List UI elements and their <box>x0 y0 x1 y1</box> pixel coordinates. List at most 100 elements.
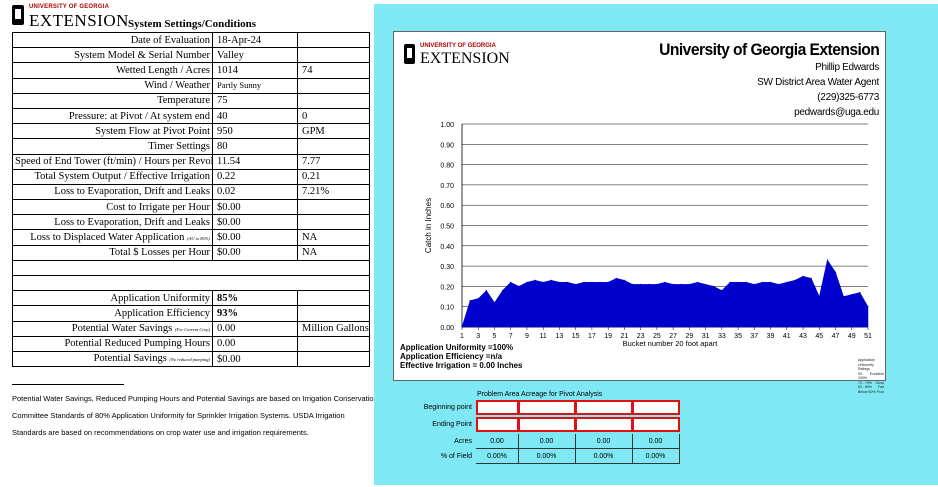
beginning-point-input[interactable] <box>575 400 633 415</box>
x-tick-label: 35 <box>734 333 742 340</box>
setting-value[interactable]: 0.02 <box>212 183 298 201</box>
setting-label-text: Total $ Losses per Hour <box>109 247 210 259</box>
settings-row: Potential Reduced Pumping Hours 0.00 <box>12 335 370 352</box>
setting-value-secondary[interactable] <box>297 77 370 94</box>
settings-row: Potential Water Savings (For Current Cro… <box>12 320 370 337</box>
beginning-point-input[interactable] <box>476 400 519 415</box>
setting-value-secondary[interactable] <box>297 31 370 49</box>
data-point <box>761 281 763 283</box>
legend-rating: Good <box>875 380 884 385</box>
setting-value-secondary[interactable]: 0 <box>297 107 370 125</box>
setting-value-secondary[interactable]: NA <box>297 244 370 261</box>
x-tick-label: 49 <box>848 333 856 340</box>
setting-value-secondary[interactable] <box>297 214 370 231</box>
setting-value-secondary[interactable] <box>297 350 370 368</box>
setting-value[interactable]: 93% <box>212 305 298 322</box>
percent-field-value: 0.00% <box>575 449 633 464</box>
agent-email: pedwards@uga.edu <box>794 107 879 118</box>
data-point <box>558 281 560 283</box>
beginning-point-input[interactable] <box>518 400 576 415</box>
ending-point-input[interactable] <box>518 417 576 432</box>
setting-value-secondary[interactable]: 7.77 <box>297 153 370 170</box>
setting-value-secondary[interactable] <box>297 335 370 352</box>
setting-value-secondary[interactable]: Million Gallons <box>297 320 370 337</box>
data-point <box>696 281 699 283</box>
data-point <box>713 285 715 287</box>
setting-label-text: Pressure: at Pivot / At system end <box>68 110 210 122</box>
setting-label-text: Application Uniformity <box>110 292 210 304</box>
data-point <box>851 293 853 296</box>
setting-value[interactable]: Valley <box>212 47 298 64</box>
y-tick-label: 0.80 <box>440 163 454 170</box>
problem-row-label: Ending Point <box>432 421 472 428</box>
settings-row: Application Efficiency 93% <box>12 305 370 322</box>
setting-label: Total $ Losses per Hour <box>12 244 213 261</box>
setting-value-secondary[interactable]: NA <box>297 229 370 246</box>
setting-value[interactable]: 80 <box>212 138 298 155</box>
setting-value-secondary[interactable] <box>297 199 370 216</box>
x-tick-label: 5 <box>493 333 497 340</box>
setting-value[interactable]: $0.00 <box>212 199 298 216</box>
settings-table: Date of Evaluation 18-Apr-24 System Model … <box>12 31 370 368</box>
setting-label-text: Potential Reduced Pumping Hours <box>64 338 210 350</box>
settings-row: Loss to Displaced Water Application (AU … <box>12 229 370 246</box>
chart-stats: Application Uniformity =100% Application… <box>400 343 523 370</box>
ending-point-input[interactable] <box>575 417 633 432</box>
setting-value[interactable]: 75 <box>212 92 298 109</box>
data-point <box>786 281 788 283</box>
settings-row: Wetted Length / Acres 1014 74 <box>12 62 370 79</box>
settings-row: Speed of End Tower (ft/min) / Hours per … <box>12 153 370 170</box>
blank-cell <box>12 259 370 277</box>
legend-range: 70 - 79% <box>858 380 873 385</box>
setting-value[interactable]: 0.00 <box>212 320 298 337</box>
legend-range: 60 - 69% <box>858 385 873 389</box>
setting-value[interactable]: $0.00 <box>212 229 298 246</box>
y-tick-label: 0.90 <box>440 142 454 149</box>
setting-value[interactable]: 0.22 <box>212 168 298 185</box>
setting-value-secondary[interactable] <box>297 138 370 155</box>
uga-extension-logo: UNIVERSITY OF GEORGIA EXTENSION <box>12 4 172 30</box>
setting-value-secondary[interactable]: GPM <box>297 123 370 140</box>
setting-value-secondary[interactable]: 0.21 <box>297 168 370 185</box>
ending-point-input[interactable] <box>476 417 519 432</box>
problem-row-label: Acres <box>454 438 472 445</box>
settings-row: Total $ Losses per Hour $0.00 NA <box>12 244 370 261</box>
setting-value-secondary[interactable]: 74 <box>297 62 370 79</box>
setting-value-secondary[interactable] <box>297 92 370 109</box>
agent-info: University of Georgia Extension Phillip … <box>640 40 880 120</box>
setting-value[interactable]: Partly Sunny <box>212 77 298 94</box>
setting-value[interactable]: $0.00 <box>212 244 298 261</box>
settings-row: Loss to Evaporation, Drift and Leaks 0.02… <box>12 183 370 201</box>
setting-value[interactable]: 11.54 <box>212 153 298 170</box>
y-tick-label: 0.70 <box>440 183 454 190</box>
setting-value[interactable]: 18-Apr-24 <box>212 31 298 49</box>
note-line: Committee Standards of 80% Application U… <box>12 411 345 420</box>
x-tick-label: 41 <box>783 333 791 340</box>
beginning-point-input[interactable] <box>632 400 680 415</box>
notes-block: Potential Water Savings, Reduced Pumping… <box>12 390 378 441</box>
agent-phone: (229)325-6773 <box>817 92 879 103</box>
x-tick-label: 15 <box>572 333 580 340</box>
legend-row: Below 60% Poor <box>858 390 884 395</box>
note-line: Standards are based on recommendations o… <box>12 428 309 437</box>
setting-value-secondary[interactable] <box>297 47 370 64</box>
setting-value[interactable]: 1014 <box>212 62 298 79</box>
data-point <box>631 283 634 285</box>
setting-value[interactable]: $0.00 <box>212 214 298 231</box>
data-point <box>778 283 780 285</box>
setting-value[interactable]: 85% <box>212 290 298 307</box>
setting-value[interactable]: 0.00 <box>212 335 298 352</box>
setting-label-text: Date of Evaluation <box>130 34 210 46</box>
stat-effective: Effective Irrigation = 0.00 Inches <box>400 361 523 370</box>
ending-point-input[interactable] <box>632 417 680 432</box>
legend-range: Below 60% <box>858 389 876 394</box>
setting-value-secondary[interactable]: 7.21% <box>297 183 370 201</box>
setting-value[interactable]: 950 <box>212 123 298 140</box>
setting-value[interactable]: 40 <box>212 107 298 125</box>
setting-value-secondary[interactable] <box>297 305 370 322</box>
setting-value-secondary[interactable] <box>297 290 370 307</box>
setting-value[interactable]: $0.00 <box>212 350 298 368</box>
chart-box: UNIVERSITY OF GEORGIA EXTENSION Universi… <box>393 31 886 394</box>
logo-extension-text: EXTENSION <box>29 11 129 30</box>
setting-label: System Model & Serial Number <box>12 47 213 64</box>
